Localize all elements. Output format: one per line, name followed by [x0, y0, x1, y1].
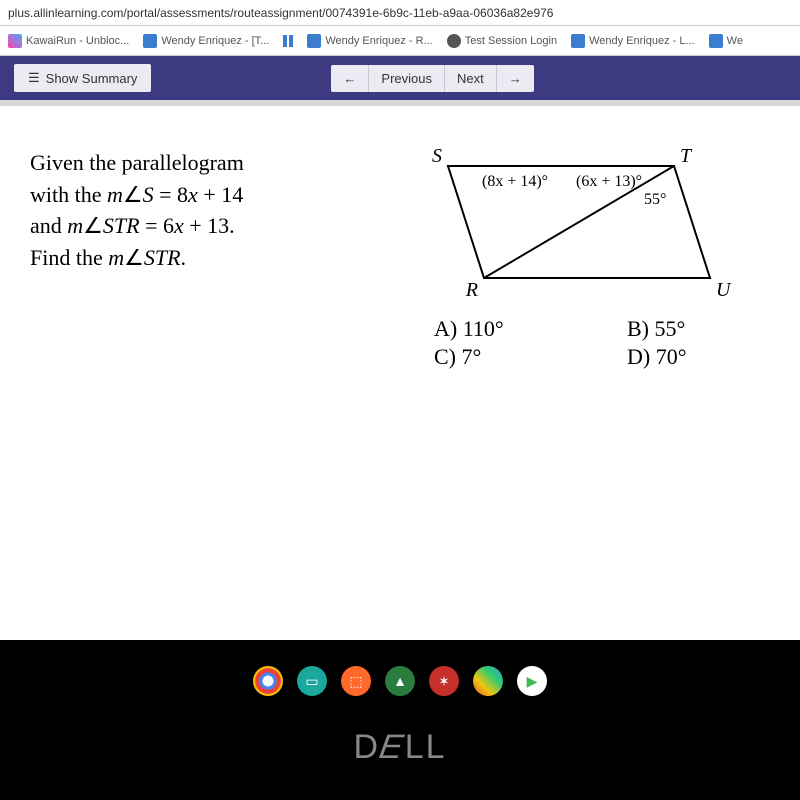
next-button[interactable]: → — [497, 65, 534, 92]
app-icon[interactable]: ✶ — [429, 666, 459, 696]
vertex-label-u: U — [716, 279, 732, 301]
figure-column: S T R U (8x + 14)° (6x + 13)° 55° A) 110… — [416, 148, 770, 370]
bookmark-item[interactable]: Wendy Enriquez - L... — [567, 32, 699, 50]
next-label: Next — [457, 71, 484, 86]
bookmark-label: We — [727, 35, 743, 47]
doc-icon — [307, 34, 321, 48]
vertex-label-s: S — [432, 148, 442, 167]
taskbar: ▭ ⬚ ▲ ✶ ▶ — [253, 666, 547, 696]
next-label-button[interactable]: Next — [445, 65, 497, 92]
previous-label: Previous — [381, 71, 432, 86]
session-icon — [447, 34, 461, 48]
choice-a[interactable]: A) 110° — [434, 316, 577, 342]
parallelogram-figure: S T R U (8x + 14)° (6x + 13)° 55° — [416, 148, 736, 308]
app-icon[interactable]: ⬚ — [341, 666, 371, 696]
previous-label-button[interactable]: Previous — [369, 65, 445, 92]
question-line: with the m∠S = 8x + 14 — [30, 180, 370, 210]
question-line: and m∠STR = 6x + 13. — [30, 211, 370, 241]
bookmark-label: Wendy Enriquez - [T... — [161, 35, 269, 47]
choice-d[interactable]: D) 70° — [627, 344, 770, 370]
url-text: plus.allinlearning.com/portal/assessment… — [8, 6, 553, 20]
laptop-brand: DELL — [353, 728, 446, 767]
show-summary-button[interactable]: ☰ Show Summary — [14, 64, 151, 92]
bookmark-item[interactable]: KawaiRun - Unbloc... — [4, 32, 133, 50]
laptop-bezel: ▭ ⬚ ▲ ✶ ▶ DELL — [0, 640, 800, 800]
angle-str-label: (6x + 13)° — [576, 173, 642, 190]
list-icon: ☰ — [28, 70, 40, 86]
bookmark-label: KawaiRun - Unbloc... — [26, 35, 129, 47]
question-content: Given the parallelogram with the m∠S = 8… — [0, 100, 800, 640]
question-line: Find the m∠STR. — [30, 243, 370, 273]
bookmark-label: Wendy Enriquez - R... — [325, 35, 432, 47]
vertex-label-r: R — [465, 279, 478, 301]
bookmarks-bar: KawaiRun - Unbloc... Wendy Enriquez - [T… — [0, 26, 800, 56]
answer-choices: A) 110° B) 55° C) 7° D) 70° — [434, 316, 770, 370]
doc-icon — [571, 34, 585, 48]
nav-button-group: ← Previous Next → — [331, 65, 533, 92]
bookmark-item[interactable]: Wendy Enriquez - [T... — [139, 32, 273, 50]
app-icon[interactable] — [473, 666, 503, 696]
summary-label: Show Summary — [46, 71, 138, 86]
play-icon[interactable]: ▶ — [517, 666, 547, 696]
bookmark-item[interactable]: Test Session Login — [443, 32, 561, 50]
pause-icon — [283, 35, 293, 47]
assessment-nav-bar: ☰ Show Summary ← Previous Next → — [0, 56, 800, 100]
question-text: Given the parallelogram with the m∠S = 8… — [30, 148, 370, 370]
choice-b[interactable]: B) 55° — [627, 316, 770, 342]
chrome-icon[interactable] — [253, 666, 283, 696]
angle-s-label: (8x + 14)° — [482, 173, 548, 190]
app-icon[interactable]: ▭ — [297, 666, 327, 696]
bookmark-item[interactable] — [279, 33, 297, 49]
app-icon[interactable]: ▲ — [385, 666, 415, 696]
bookmark-label: Test Session Login — [465, 35, 557, 47]
arrow-right-icon: → — [509, 71, 522, 86]
previous-button[interactable]: ← — [331, 65, 369, 92]
bookmark-item[interactable]: Wendy Enriquez - R... — [303, 32, 436, 50]
question-line: Given the parallelogram — [30, 148, 370, 178]
doc-icon — [143, 34, 157, 48]
arrow-left-icon: ← — [343, 71, 356, 86]
bookmark-item[interactable]: We — [705, 32, 747, 50]
bookmark-label: Wendy Enriquez - L... — [589, 35, 695, 47]
address-bar[interactable]: plus.allinlearning.com/portal/assessment… — [0, 0, 800, 26]
angle-utr-label: 55° — [644, 191, 666, 208]
doc-icon — [709, 34, 723, 48]
game-icon — [8, 34, 22, 48]
vertex-label-t: T — [680, 148, 693, 167]
choice-c[interactable]: C) 7° — [434, 344, 577, 370]
